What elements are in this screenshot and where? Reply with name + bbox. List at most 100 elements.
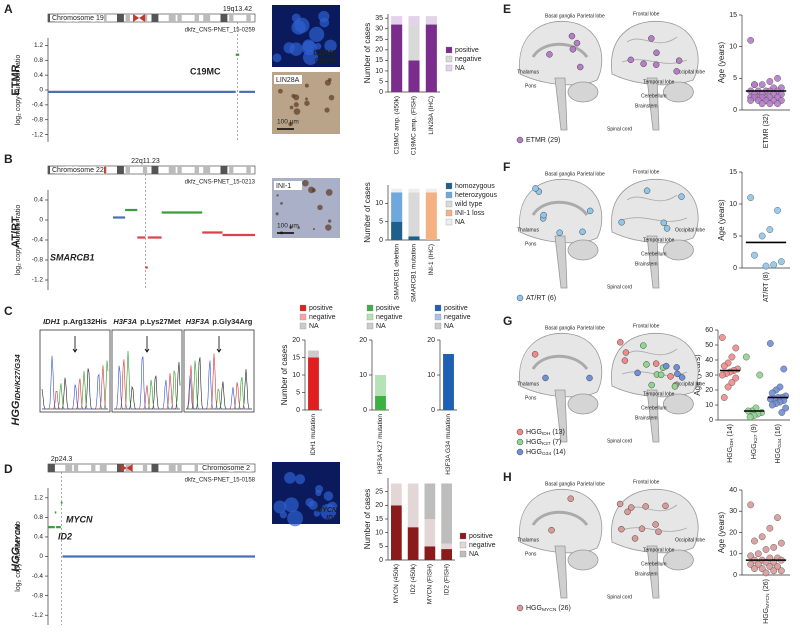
ideogram-band bbox=[125, 14, 130, 22]
ideogram-band bbox=[229, 166, 234, 174]
x-tick-label-sub: IDH bbox=[729, 438, 735, 447]
trace-arrow bbox=[144, 336, 150, 353]
brain-dot bbox=[678, 374, 686, 381]
legend-swatch bbox=[366, 304, 374, 312]
legend-label: NA bbox=[444, 323, 454, 330]
brain-stem bbox=[646, 77, 660, 131]
brain-dot bbox=[624, 508, 631, 516]
ideogram-band bbox=[194, 464, 199, 472]
row-label: ETMR bbox=[10, 64, 22, 95]
brain-dot bbox=[540, 211, 547, 219]
legend-label-count: (7) bbox=[553, 439, 562, 446]
bar-segment bbox=[408, 24, 420, 61]
legend-label: negative bbox=[469, 542, 496, 549]
brain-cerebellum bbox=[663, 81, 694, 103]
x-tick-label-count: (14) bbox=[727, 424, 734, 436]
legend-swatch bbox=[445, 209, 453, 217]
data-point bbox=[758, 100, 766, 108]
y-tick-label: 15 bbox=[375, 57, 383, 64]
legend-swatch bbox=[366, 313, 374, 321]
brain-dot bbox=[663, 225, 671, 232]
brain-dot bbox=[671, 383, 679, 390]
legend-marker bbox=[516, 448, 524, 456]
brain-dot bbox=[675, 57, 683, 64]
bar-segment bbox=[424, 519, 436, 547]
legend-swatch bbox=[299, 313, 307, 321]
legend-marker bbox=[516, 428, 524, 436]
legend-swatch bbox=[366, 322, 374, 330]
bar-segment bbox=[308, 357, 319, 410]
brain-label: Thalamus bbox=[517, 227, 539, 233]
brain-stem bbox=[554, 545, 568, 599]
bar-segment bbox=[425, 22, 437, 25]
data-point bbox=[718, 371, 726, 379]
brain-stem bbox=[646, 235, 660, 289]
y-axis-label: Number of cases bbox=[363, 182, 372, 242]
label-bg bbox=[274, 75, 302, 84]
legend-swatch bbox=[459, 541, 467, 549]
panel-letter: B bbox=[4, 152, 13, 166]
panel-letter: E bbox=[503, 2, 511, 16]
x-tick-label: SMARCB1 deletion bbox=[393, 244, 400, 300]
brain-dot bbox=[546, 51, 553, 58]
chromosome-label: Chromosome 2 bbox=[202, 465, 250, 472]
brain-cerebellum bbox=[663, 549, 694, 571]
ideogram-band bbox=[117, 464, 124, 472]
micrograph-texture bbox=[294, 17, 310, 34]
data-point bbox=[728, 353, 736, 361]
micrograph-texture bbox=[273, 500, 287, 514]
micrograph-texture bbox=[327, 219, 332, 223]
brain-label: Parietal lobe bbox=[577, 325, 605, 331]
gene: H3F3A bbox=[186, 317, 210, 326]
brain-dot bbox=[579, 228, 586, 236]
ideogram-band bbox=[151, 14, 159, 22]
ideogram-band bbox=[220, 166, 228, 174]
micrograph-texture bbox=[305, 97, 308, 101]
ideogram-band bbox=[220, 14, 228, 22]
data-point bbox=[732, 344, 740, 352]
legend-swatch bbox=[434, 304, 442, 312]
x-tick-label: H3F3A K27 mutation bbox=[377, 414, 384, 474]
y-tick-label: 5 bbox=[733, 75, 737, 82]
trace-arrow bbox=[216, 336, 222, 353]
x-tick-label-count: (26) bbox=[763, 579, 770, 591]
legend-label: negative bbox=[455, 56, 482, 63]
data-point bbox=[766, 563, 774, 570]
data-point bbox=[780, 365, 788, 373]
bar-segment bbox=[408, 192, 420, 237]
y-tick-label: 20 bbox=[292, 337, 300, 344]
legend-swatch bbox=[434, 313, 442, 321]
legend-label-main: AT/RT bbox=[526, 295, 546, 302]
x-tick-label-count: (32) bbox=[763, 114, 770, 126]
y-tick-label: 10 bbox=[375, 68, 383, 75]
data-point bbox=[766, 100, 774, 108]
y-tick-label: 20 bbox=[427, 337, 435, 344]
brain-dot bbox=[617, 339, 624, 346]
chromosome-label: Chromosome 22 bbox=[52, 167, 104, 174]
panel-letter: C bbox=[4, 304, 13, 318]
x-tick-label-sub: K27 bbox=[753, 434, 759, 443]
bar-segment bbox=[425, 24, 437, 92]
legend-label: NA bbox=[455, 65, 465, 72]
y-tick-label: 10 bbox=[729, 201, 737, 208]
brain-dot bbox=[640, 342, 647, 349]
x-tick-label-main: HGG bbox=[751, 443, 758, 459]
y-tick-label: 15 bbox=[729, 12, 737, 19]
micrograph-texture bbox=[324, 107, 330, 113]
legend-swatch bbox=[299, 322, 307, 330]
micrograph-texture bbox=[304, 100, 310, 106]
y-tick-label: 0.4 bbox=[34, 72, 43, 79]
y-tick-label: 5 bbox=[379, 543, 383, 550]
data-point bbox=[770, 261, 778, 269]
y-axis-label: Age (years) bbox=[717, 511, 726, 553]
bar-segment bbox=[391, 505, 402, 560]
legend-swatch bbox=[445, 64, 453, 72]
legend-label-count: (14) bbox=[553, 449, 565, 456]
legend-label-main: HGG bbox=[526, 439, 542, 446]
micrograph-texture bbox=[283, 497, 299, 513]
ideogram-band bbox=[73, 464, 79, 472]
mutation: p.Arg132His bbox=[63, 317, 107, 326]
brain-label: Thalamus bbox=[517, 69, 539, 75]
x-tick-label: C19MC amp. (FISH) bbox=[411, 96, 418, 155]
brain-label: Pons bbox=[525, 83, 537, 89]
